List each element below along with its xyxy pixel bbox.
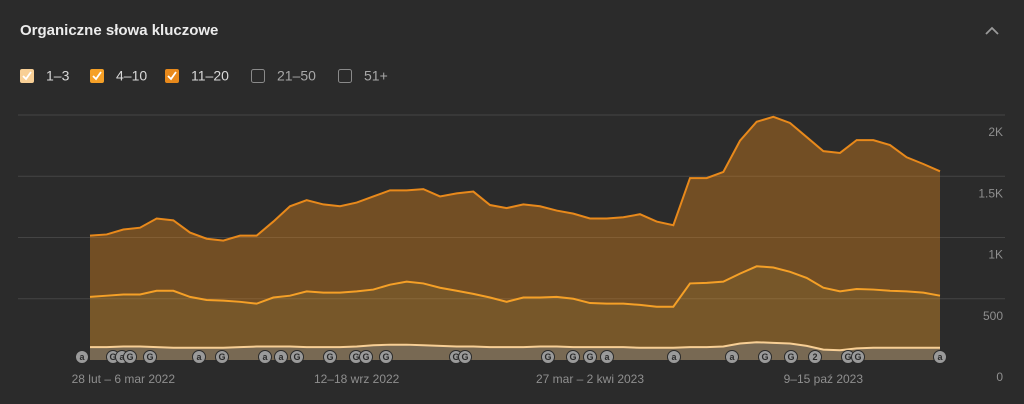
- annotation-label: a: [937, 352, 943, 362]
- legend-label[interactable]: 1–3: [46, 68, 70, 84]
- annotation-marker[interactable]: [75, 350, 89, 364]
- annotation-marker[interactable]: [583, 350, 597, 364]
- x-tick-label: 28 lut – 6 mar 2022: [72, 372, 176, 386]
- area-line: [89, 265, 941, 308]
- annotation-marker[interactable]: [215, 350, 229, 364]
- annotation-marker[interactable]: [933, 350, 947, 364]
- y-tick-label: 500: [983, 309, 1003, 323]
- annotation-label: a: [262, 352, 268, 362]
- legend-checkbox[interactable]: [20, 69, 34, 83]
- annotation-label: G: [362, 352, 369, 362]
- annotation-label: G: [126, 352, 133, 362]
- legend-label[interactable]: 11–20: [191, 68, 229, 84]
- y-tick-label: 1K: [988, 248, 1003, 262]
- annotation-label: G: [293, 352, 300, 362]
- annotation-marker[interactable]: [566, 350, 580, 364]
- annotation-marker[interactable]: [143, 350, 157, 364]
- area-line: [90, 341, 940, 352]
- annotation-label: G: [586, 352, 593, 362]
- x-tick-label: 27 mar – 2 kwi 2023: [536, 372, 644, 386]
- annotation-marker[interactable]: [458, 350, 472, 364]
- area-fill: [90, 116, 940, 307]
- annotation-label: a: [79, 352, 85, 362]
- annotation-marker[interactable]: [541, 350, 555, 364]
- chart-title: Organiczne słowa kluczowe: [20, 22, 218, 39]
- legend-checkbox[interactable]: [90, 69, 104, 83]
- annotation-label: G: [452, 352, 459, 362]
- annotation-label: a: [278, 352, 284, 362]
- area-fill: [90, 266, 940, 351]
- annotation-marker[interactable]: [379, 350, 393, 364]
- annotation-label: G: [461, 352, 468, 362]
- annotation-marker[interactable]: [274, 350, 288, 364]
- checkmark: [22, 71, 32, 81]
- x-tick-label: 12–18 wrz 2022: [314, 372, 400, 386]
- annotation-label: G: [569, 352, 576, 362]
- annotation-marker[interactable]: [290, 350, 304, 364]
- annotation-label: G: [218, 352, 225, 362]
- annotation-marker[interactable]: [784, 350, 798, 364]
- annotation-marker[interactable]: [851, 350, 865, 364]
- y-tick-label: 2K: [988, 125, 1003, 139]
- annotation-label: a: [119, 352, 125, 362]
- legend-label[interactable]: 51+: [364, 68, 388, 84]
- annotation-label: G: [326, 352, 333, 362]
- area-line: [89, 115, 941, 242]
- annotation-label: a: [671, 352, 677, 362]
- annotation-label: G: [544, 352, 551, 362]
- annotation-marker[interactable]: [808, 350, 822, 364]
- annotation-label: a: [604, 352, 610, 362]
- legend-label[interactable]: 4–10: [116, 68, 147, 84]
- annotation-label: G: [352, 352, 359, 362]
- annotation-marker[interactable]: [359, 350, 373, 364]
- annotation-marker[interactable]: [192, 350, 206, 364]
- annotation-label: G: [854, 352, 861, 362]
- annotation-label: 2: [812, 352, 817, 362]
- checkmark: [167, 71, 177, 81]
- annotation-label: G: [146, 352, 153, 362]
- checkmark: [92, 71, 102, 81]
- collapse-chevron[interactable]: [985, 26, 999, 35]
- annotation-label: G: [382, 352, 389, 362]
- annotation-marker[interactable]: [123, 350, 137, 364]
- annotation-marker[interactable]: [323, 350, 337, 364]
- annotation-marker[interactable]: [600, 350, 614, 364]
- annotation-marker[interactable]: [758, 350, 772, 364]
- annotation-label: a: [729, 352, 735, 362]
- legend-label[interactable]: 21–50: [277, 68, 316, 84]
- annotation-marker[interactable]: [258, 350, 272, 364]
- annotation-label: G: [844, 352, 851, 362]
- annotation-label: G: [761, 352, 768, 362]
- annotation-label: G: [109, 352, 116, 362]
- annotation-label: G: [787, 352, 794, 362]
- legend-checkbox[interactable]: [165, 69, 179, 83]
- annotation-label: a: [196, 352, 202, 362]
- y-tick-label: 1.5K: [978, 186, 1003, 200]
- annotation-marker[interactable]: [725, 350, 739, 364]
- y-tick-label: 0: [996, 370, 1003, 384]
- annotation-marker[interactable]: [667, 350, 681, 364]
- legend-checkbox[interactable]: [251, 69, 265, 83]
- legend-checkbox[interactable]: [338, 69, 352, 83]
- x-tick-label: 9–15 paź 2023: [784, 372, 864, 386]
